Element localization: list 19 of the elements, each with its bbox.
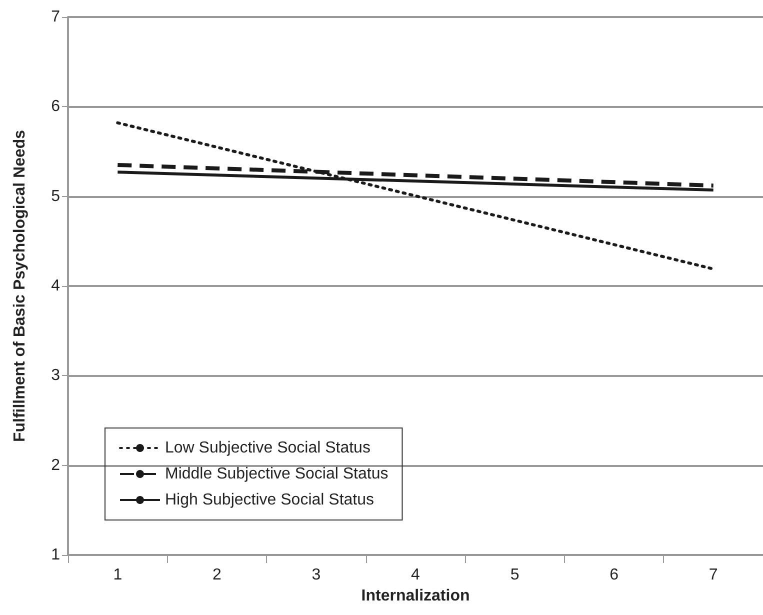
x-tick-label: 1 bbox=[113, 566, 122, 584]
x-tick-label: 2 bbox=[212, 566, 222, 584]
x-tick-label: 3 bbox=[312, 566, 321, 584]
legend-label: High Subjective Social Status bbox=[165, 492, 374, 508]
legend-label: Low Subjective Social Status bbox=[165, 440, 370, 456]
x-tick-label: 7 bbox=[708, 566, 718, 584]
y-tick-label: 4 bbox=[51, 278, 60, 294]
y-tick-label: 6 bbox=[51, 98, 60, 116]
y-tick-label: 2 bbox=[51, 456, 60, 474]
y-tick-label: 7 bbox=[51, 8, 60, 26]
y-tick-label: 3 bbox=[51, 367, 60, 384]
x-axis-title: Internalization bbox=[361, 587, 470, 604]
x-tick-label: 4 bbox=[411, 566, 420, 584]
y-axis-title: Fulfillment of Basic Psychological Needs bbox=[12, 130, 28, 442]
y-tick-label: 5 bbox=[51, 188, 60, 205]
x-tick-label: 6 bbox=[610, 566, 619, 584]
legend-label: Middle Subjective Social Status bbox=[165, 466, 388, 482]
y-tick-label: 1 bbox=[51, 546, 60, 564]
x-tick-label: 5 bbox=[510, 566, 520, 584]
